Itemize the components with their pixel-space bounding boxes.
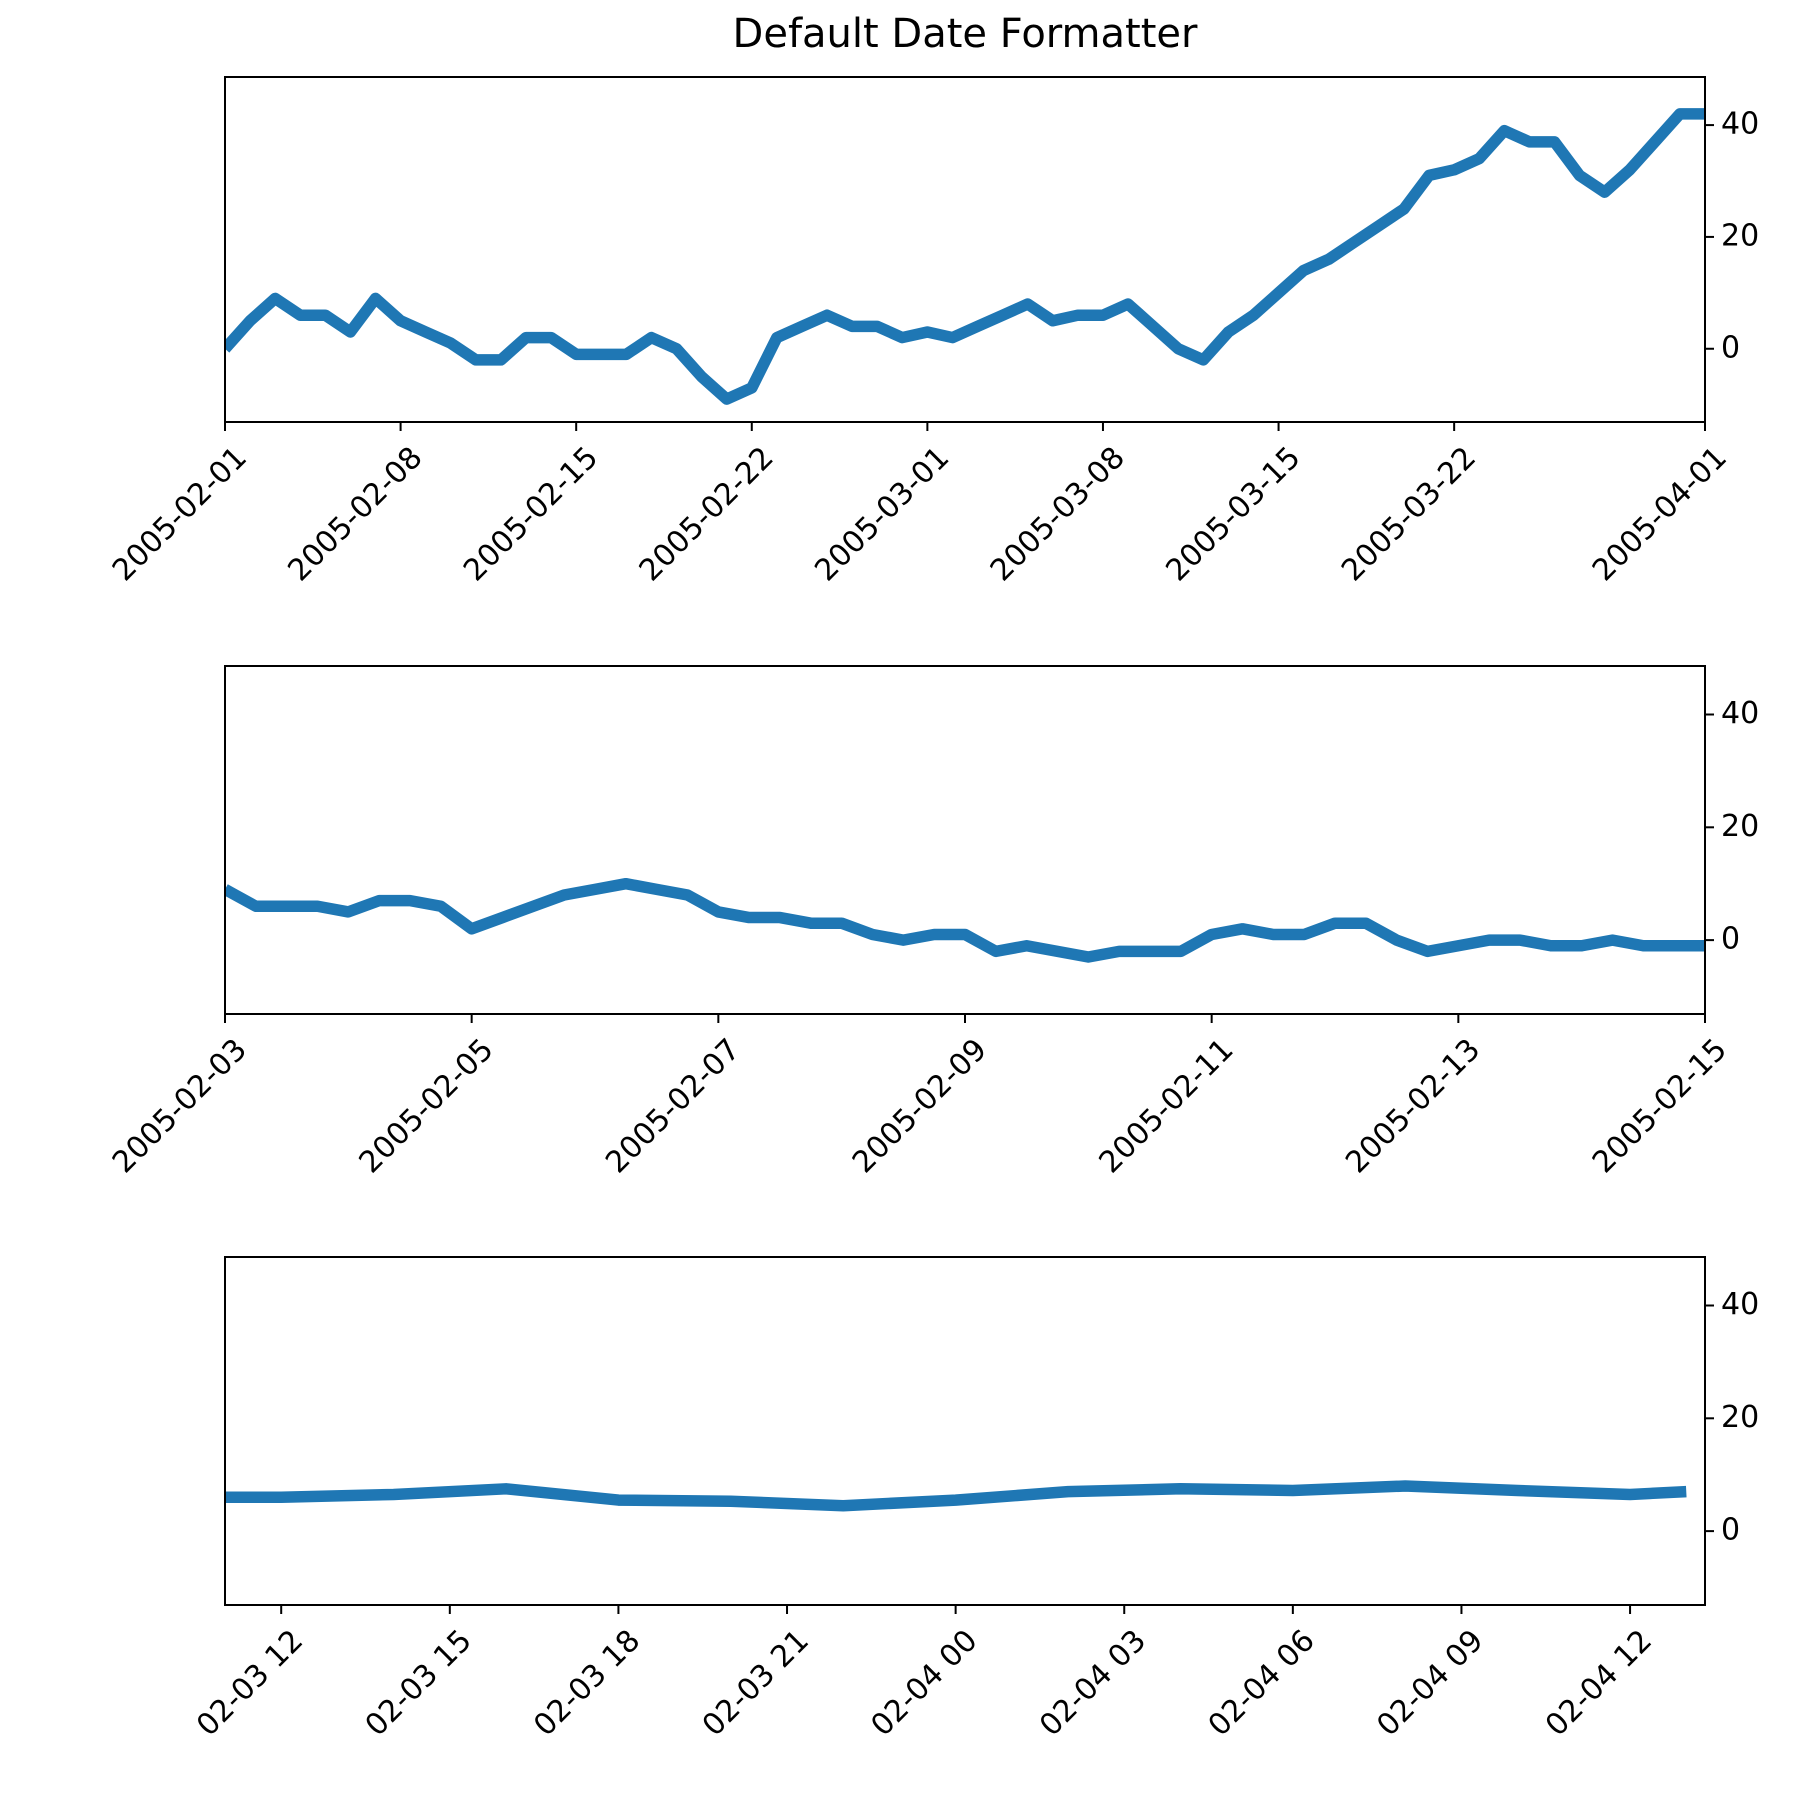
x-tick-label: 02-03 12 [190,1623,310,1743]
x-tick-label: 2005-02-07 [599,1032,747,1180]
x-tick-label: 02-04 12 [1539,1623,1659,1743]
x-tick-label: 2005-03-08 [984,440,1132,588]
axes-frame [224,665,1706,1015]
data-line [225,1480,1687,1512]
axes-frame [224,1256,1706,1606]
x-tick-label: 2005-02-08 [281,440,429,588]
y-tick-label: 0 [1721,922,1740,957]
y-tick-label: 0 [1721,1513,1740,1548]
x-tick-label: 2005-02-01 [106,440,254,588]
x-tick-label: 2005-03-01 [808,440,956,588]
subplot: 0 20 40 02-03 12 02-03 15 02-03 18 02-03 21 02-… [190,1256,1759,1743]
y-tick-label: 40 [1721,1287,1759,1322]
x-tick-label: 2005-02-15 [1586,1032,1734,1180]
x-tick-label: 02-04 03 [1033,1623,1153,1743]
x-tick-label: 2005-02-05 [353,1032,501,1180]
y-tick-label: 20 [1721,809,1759,844]
y-tick-label: 20 [1721,1400,1759,1435]
y-tick-label: 40 [1721,107,1759,142]
x-tick-label: 2005-02-11 [1093,1032,1241,1180]
y-tick-label: 0 [1721,330,1740,365]
data-line [225,108,1705,405]
x-tick-label: 2005-02-15 [457,440,605,588]
subplot: 0 20 40 2005-02-03 2005-02-05 2005-02-07 2005-… [106,665,1759,1180]
x-tick-label: 2005-04-01 [1586,440,1734,588]
x-tick-label: 02-03 15 [359,1623,479,1743]
x-tick-label: 2005-02-13 [1339,1032,1487,1180]
x-tick-label: 02-03 18 [527,1623,647,1743]
x-tick-label: 2005-02-03 [106,1032,254,1180]
x-tick-label: 02-04 00 [864,1623,984,1743]
x-tick-label: 02-03 21 [696,1623,816,1743]
y-tick-label: 40 [1721,696,1759,731]
x-tick-label: 2005-02-22 [633,440,781,588]
x-tick-label: 2005-03-22 [1335,440,1483,588]
axes-frame [224,76,1706,423]
x-tick-label: 2005-03-15 [1159,440,1307,588]
chart-title: Default Date Formatter [733,11,1198,57]
x-tick-label: 02-04 06 [1202,1623,1322,1743]
data-line [225,877,1705,963]
x-tick-label: 02-04 09 [1370,1623,1490,1743]
y-tick-label: 20 [1721,218,1759,253]
x-tick-label: 2005-02-09 [846,1032,994,1180]
